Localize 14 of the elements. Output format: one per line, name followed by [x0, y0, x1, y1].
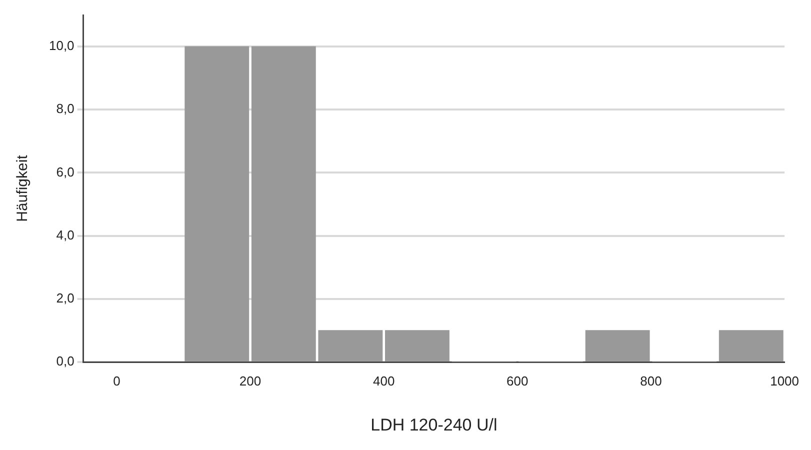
y-tick-label: 8,0 — [56, 101, 74, 116]
y-tick-label: 4,0 — [56, 227, 74, 242]
y-tick-label: 6,0 — [56, 164, 74, 180]
x-tick-label: 800 — [640, 373, 662, 388]
y-axis-title: Häufigkeit — [14, 154, 32, 222]
x-tick-label: 600 — [506, 373, 528, 388]
y-tick-label: 10,0 — [48, 38, 74, 54]
x-axis-title: LDH 120-240 U/l — [370, 415, 498, 434]
x-tick-label: 1000 — [770, 373, 799, 388]
x-tick-label: 400 — [372, 373, 395, 388]
x-tick-label: 0 — [113, 373, 120, 388]
y-tick-label: 2,0 — [56, 290, 74, 306]
y-tick-label: 0,0 — [56, 354, 74, 369]
x-tick-label: 200 — [239, 373, 262, 388]
